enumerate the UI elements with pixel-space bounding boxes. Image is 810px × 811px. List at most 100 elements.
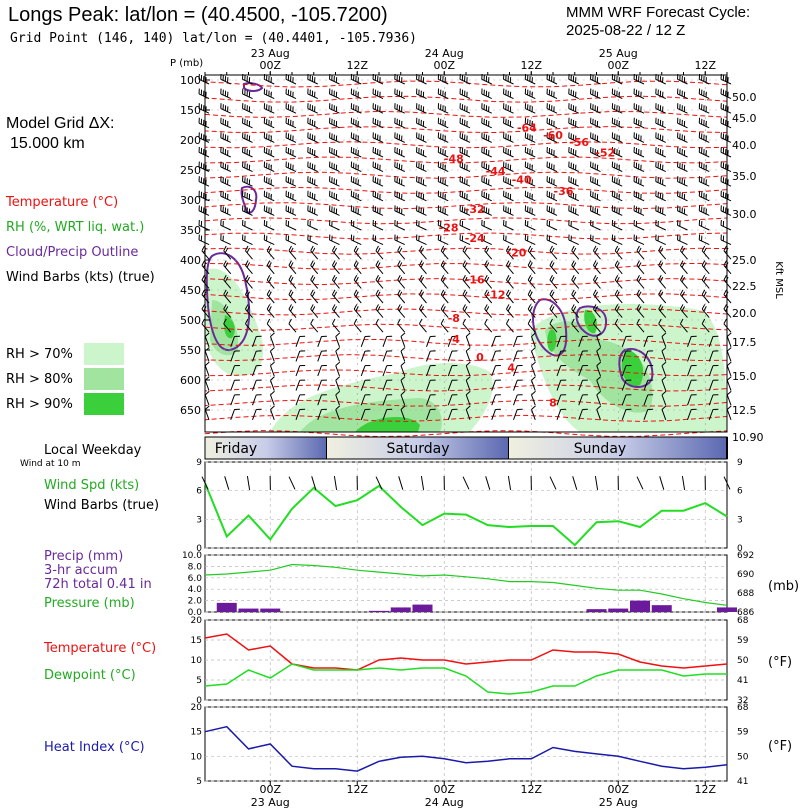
- wind-barb: [590, 146, 601, 158]
- wind-barb: [658, 274, 667, 289]
- pressure-tick-label: 300: [180, 194, 201, 207]
- wind-barb: [382, 408, 393, 420]
- wind-barb: [596, 405, 602, 420]
- wind-barb: [524, 88, 536, 100]
- wind-barb: [505, 318, 514, 333]
- y-tick-label: 0.0: [188, 608, 203, 618]
- wind-barb: [633, 219, 645, 231]
- wind-barb: [568, 205, 579, 216]
- wind-barb: [677, 205, 688, 216]
- wind-barb: [720, 176, 732, 187]
- wind-barb: [726, 376, 732, 391]
- wind-barb: [592, 304, 601, 318]
- wind-barb: [350, 205, 362, 216]
- wind-barb: [360, 379, 371, 391]
- wind-barb: [611, 146, 623, 158]
- precip-accum-label: 3-hr accum: [44, 563, 118, 578]
- wind-barb: [220, 117, 231, 129]
- wind-barb: [263, 88, 275, 100]
- wind-barb: [307, 176, 318, 187]
- wind-barb: [317, 364, 327, 377]
- wind-barb: [568, 117, 579, 129]
- wind-barb: [636, 274, 645, 289]
- isotherm-label: -36: [554, 185, 574, 198]
- precip-bar: [390, 607, 411, 612]
- wind-barb: [546, 88, 558, 100]
- wind-barb: [633, 103, 645, 114]
- wind-barb: [252, 408, 262, 420]
- wind-barb: [416, 88, 427, 100]
- pressure-tick-label: 550: [180, 344, 201, 357]
- wind-barb: [295, 394, 306, 406]
- heat-f-tick: 50: [737, 752, 749, 762]
- wind-barb: [524, 117, 536, 129]
- wind-barb: [590, 132, 601, 143]
- wind-barb: [288, 304, 297, 318]
- wind-barb: [270, 390, 275, 406]
- y-tick-label: 0: [196, 544, 202, 554]
- wind-barb: [266, 245, 275, 260]
- wind-barb: [288, 245, 297, 260]
- pressure-line: [204, 563, 728, 606]
- precip-bar: [369, 610, 389, 612]
- wind-barb: [484, 289, 493, 304]
- wind-barb: [611, 117, 623, 129]
- wind-barb: [568, 146, 579, 158]
- wind-barb: [198, 146, 210, 158]
- y-tick-label: 15: [191, 728, 202, 738]
- pressure-tick-label: 150: [180, 104, 201, 117]
- wind-barb: [621, 364, 632, 377]
- model-grid-value: 15.000 km: [10, 135, 85, 152]
- wind-barb: [437, 234, 449, 246]
- wind-barb: [677, 146, 688, 158]
- wind-barb: [568, 234, 579, 246]
- wind-barb: [242, 176, 253, 187]
- wind-barb: [307, 146, 318, 158]
- wind-barb: [353, 245, 362, 260]
- wind-barb: [658, 289, 667, 304]
- wind-barb: [481, 103, 492, 114]
- wind-barb: [571, 289, 580, 304]
- wind-barb: [285, 234, 297, 246]
- wind-barb: [556, 350, 567, 362]
- wind-barb: [524, 219, 536, 231]
- wind-barb: [394, 161, 405, 173]
- model-grid-label: Model Grid ΔX:: [6, 115, 115, 132]
- wind-barb: [350, 103, 362, 114]
- y-tick-label: 0: [196, 696, 202, 706]
- isotherm-line: [204, 384, 728, 392]
- wind-barb: [350, 146, 362, 158]
- wind-barb: [372, 117, 384, 129]
- wind-barb: [394, 205, 405, 216]
- wind-barb: [679, 260, 688, 275]
- wind-barb: [266, 318, 275, 333]
- weekday-label: Friday: [215, 441, 257, 457]
- heat-f-tick: 41: [737, 777, 748, 787]
- cycle-label: MMM WRF Forecast Cycle:: [566, 4, 751, 21]
- isotherm-line: [204, 171, 728, 179]
- wind-barb: [611, 103, 623, 114]
- wind-barb: [437, 190, 449, 202]
- heat-f-tick: 68: [737, 703, 749, 713]
- wind-barb: [263, 103, 275, 114]
- wind-barb: [397, 274, 406, 289]
- top-time-tick: 12Z: [520, 59, 542, 72]
- dewpoint-label: Dewpoint (°C): [44, 668, 136, 683]
- wind-barb: [708, 364, 719, 377]
- wind-barb: [372, 234, 384, 246]
- wind-barb: [331, 289, 340, 304]
- wind-barb: [270, 332, 275, 347]
- wind-barb: [266, 289, 275, 304]
- wind-barb: [288, 260, 297, 275]
- wind-barb: [708, 408, 719, 420]
- wind-barb: [503, 234, 514, 246]
- wind-barb: [505, 289, 514, 304]
- wind-barb: [459, 234, 471, 246]
- wind-barb: [578, 379, 588, 391]
- y-tick-label-right: 3: [737, 515, 743, 525]
- wind-barb: [353, 318, 362, 333]
- wind-barb: [590, 176, 601, 187]
- legend-wind: Wind Barbs (kts) (true): [6, 270, 155, 285]
- wind-barb: [307, 117, 318, 129]
- wind-barb: [481, 234, 492, 246]
